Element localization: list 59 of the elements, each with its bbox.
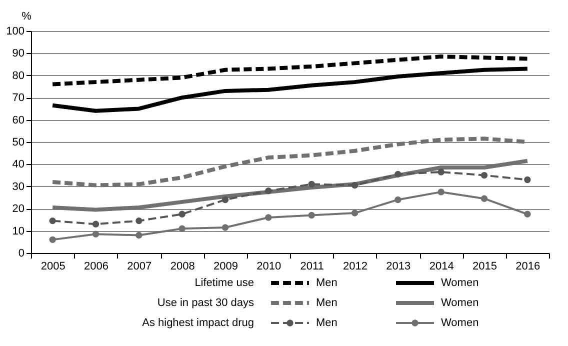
point (178, 225, 186, 232)
point (222, 196, 229, 204)
point (351, 210, 358, 216)
x-tick-label: 2007 (127, 260, 152, 272)
point (524, 210, 531, 218)
point (438, 188, 444, 196)
y-tick-label: 80 (12, 70, 24, 82)
legend-label: Men (316, 317, 338, 329)
point (136, 217, 142, 224)
legend-label: Men (316, 277, 338, 289)
y-tick-label: 10 (12, 225, 24, 238)
line-series (50, 66, 530, 113)
point (524, 176, 531, 184)
y-tick-label: 60 (12, 114, 24, 126)
text: Lifetime use (194, 277, 254, 289)
legend-label: Women (441, 317, 479, 329)
point (49, 217, 56, 224)
point (480, 195, 488, 202)
point (351, 182, 358, 189)
point (222, 224, 229, 231)
legend-label: Men (316, 297, 338, 309)
point (308, 180, 315, 188)
point (136, 232, 142, 239)
y-tick-label: 30 (12, 180, 24, 193)
x-tick-label: 2005 (40, 260, 66, 272)
legend-label: Women (441, 297, 479, 309)
line-series (50, 54, 530, 86)
text: As highest impact drug (142, 317, 254, 329)
y-axis-title: % (22, 10, 32, 22)
x-tick-label: 2010 (256, 260, 282, 272)
point (265, 187, 272, 194)
x-tick-label: 2009 (214, 260, 238, 272)
x-tick-label: 2013 (386, 260, 411, 272)
point (178, 210, 186, 218)
point (394, 196, 402, 204)
point (265, 214, 272, 221)
point (92, 220, 100, 228)
legend-label: Women (441, 277, 479, 289)
y-tick-label: 40 (12, 158, 24, 171)
x-tick-label: 2012 (343, 260, 368, 272)
x-tick-label: 2015 (472, 260, 497, 272)
text: Use in past 30 days (157, 297, 254, 309)
point (308, 212, 315, 219)
point (438, 168, 444, 176)
x-tick-label: 2016 (516, 260, 540, 272)
y-tick-label: 70 (12, 92, 24, 104)
x-tick-label: 2006 (84, 260, 108, 272)
point (394, 170, 402, 178)
point (480, 172, 488, 179)
y-tick-label: 0 (18, 248, 24, 260)
y-tick-label: 90 (12, 48, 24, 60)
point (49, 236, 56, 244)
point (92, 230, 100, 238)
y-tick-label: 20 (12, 203, 24, 216)
x-tick-label: 2011 (300, 260, 324, 272)
y-tick-label: 100 (6, 26, 24, 38)
x-tick-label: 2014 (429, 260, 454, 272)
x-tick-label: 2008 (170, 260, 195, 272)
y-tick-label: 50 (12, 136, 24, 148)
